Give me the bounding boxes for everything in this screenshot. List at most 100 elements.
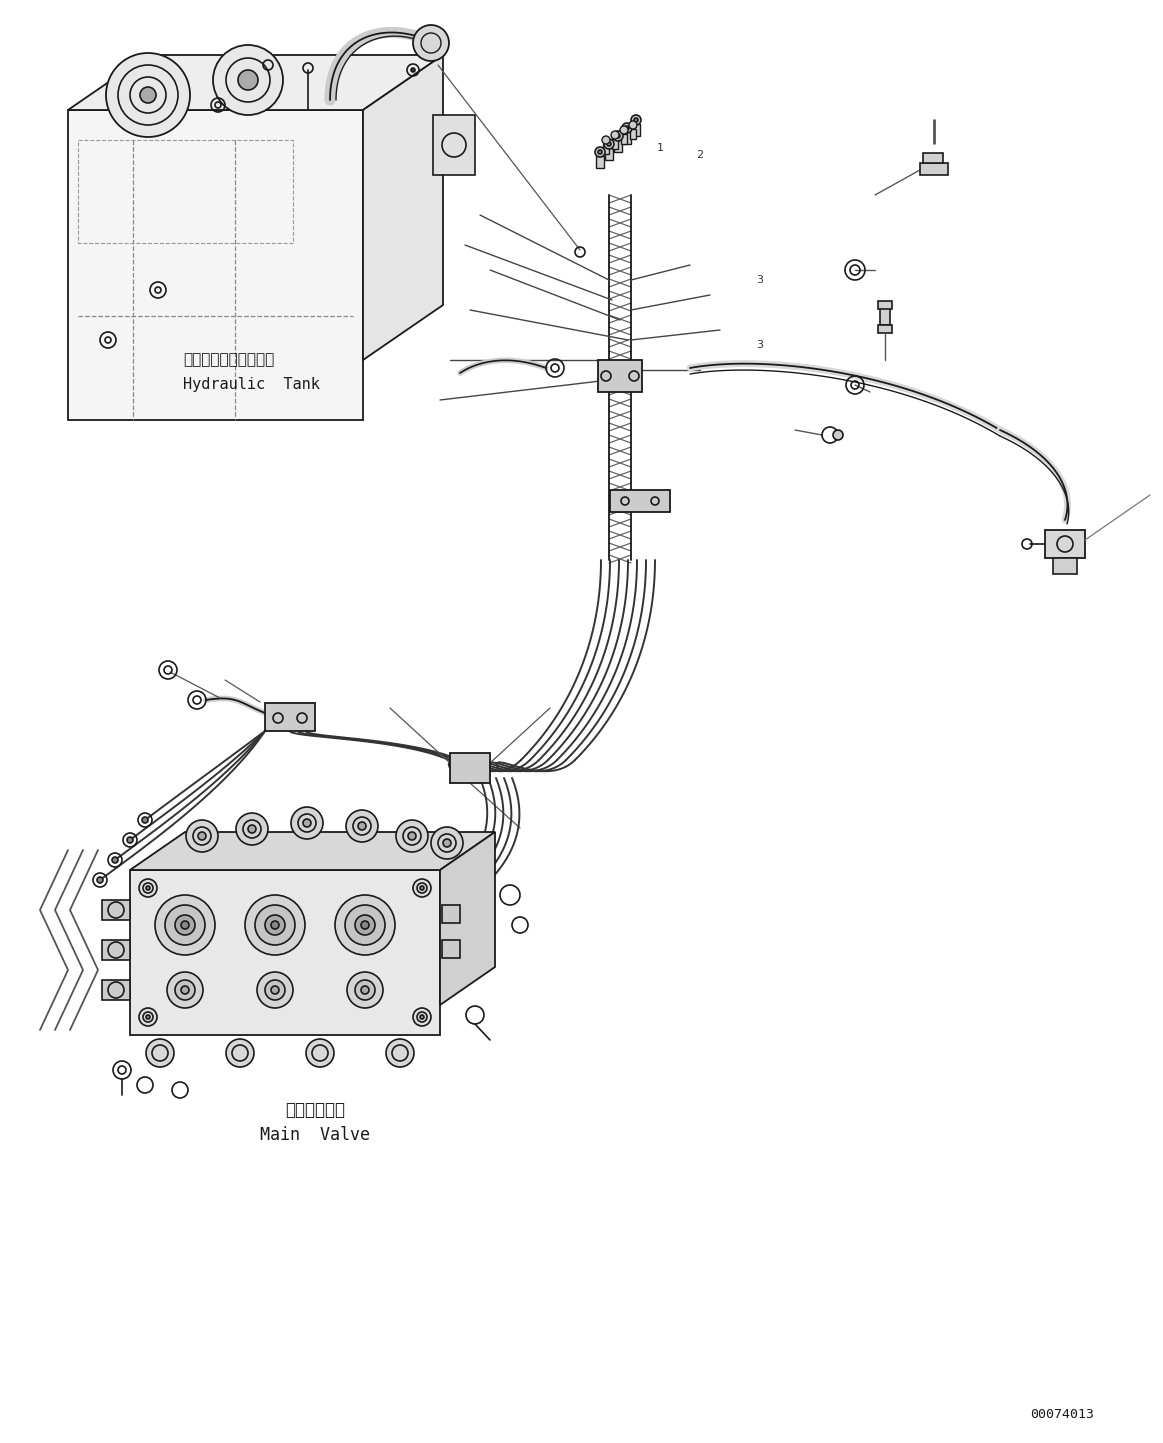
Text: 3: 3 <box>756 276 763 286</box>
Circle shape <box>271 921 279 929</box>
Text: メインバルブ: メインバルブ <box>285 1101 345 1118</box>
Bar <box>602 144 609 154</box>
Text: 1: 1 <box>656 143 664 153</box>
Circle shape <box>335 895 395 955</box>
Circle shape <box>604 139 614 149</box>
Circle shape <box>140 87 156 102</box>
Circle shape <box>248 825 256 833</box>
Bar <box>878 302 892 309</box>
Bar <box>1053 558 1077 574</box>
Bar <box>102 939 130 960</box>
Polygon shape <box>440 833 495 1004</box>
Bar <box>102 900 130 921</box>
Circle shape <box>174 915 195 935</box>
Circle shape <box>347 973 383 1009</box>
Circle shape <box>127 837 133 843</box>
Text: Main  Valve: Main Valve <box>261 1126 370 1144</box>
Circle shape <box>833 430 843 440</box>
Circle shape <box>255 905 295 945</box>
Circle shape <box>595 147 605 157</box>
Circle shape <box>186 820 217 851</box>
Circle shape <box>265 980 285 1000</box>
Circle shape <box>431 827 463 859</box>
Circle shape <box>165 905 205 945</box>
Circle shape <box>265 915 285 935</box>
Bar <box>605 149 613 160</box>
Circle shape <box>420 1014 424 1019</box>
Circle shape <box>622 123 632 133</box>
Polygon shape <box>363 55 443 359</box>
Circle shape <box>155 895 215 955</box>
Polygon shape <box>130 833 495 870</box>
Bar <box>878 325 892 333</box>
Text: 00074013: 00074013 <box>1030 1408 1094 1421</box>
Circle shape <box>386 1039 414 1066</box>
Circle shape <box>413 1009 431 1026</box>
Bar <box>442 939 461 958</box>
Circle shape <box>245 895 305 955</box>
Bar <box>450 753 490 784</box>
Bar <box>880 307 890 325</box>
Circle shape <box>620 126 628 134</box>
Bar <box>265 703 315 732</box>
Circle shape <box>213 45 283 115</box>
Circle shape <box>181 986 190 994</box>
Bar <box>611 491 670 512</box>
Circle shape <box>167 973 204 1009</box>
Bar <box>920 163 948 175</box>
Text: 3: 3 <box>616 505 623 515</box>
Circle shape <box>413 25 449 61</box>
Bar <box>78 140 293 242</box>
Bar <box>595 156 604 167</box>
Circle shape <box>395 820 428 851</box>
Bar <box>923 153 943 163</box>
Bar <box>623 131 632 144</box>
Bar <box>614 140 622 152</box>
Circle shape <box>616 134 620 139</box>
Circle shape <box>97 877 104 883</box>
Bar <box>433 115 475 175</box>
Bar <box>630 128 636 139</box>
Circle shape <box>355 980 374 1000</box>
Circle shape <box>613 131 623 141</box>
Circle shape <box>106 53 190 137</box>
Circle shape <box>306 1039 334 1066</box>
Text: Hydraulic  Tank: Hydraulic Tank <box>183 378 320 392</box>
Circle shape <box>611 131 619 139</box>
Circle shape <box>411 68 415 72</box>
Circle shape <box>347 810 378 843</box>
Circle shape <box>345 905 385 945</box>
Circle shape <box>625 126 629 130</box>
Text: 3: 3 <box>756 341 763 351</box>
Circle shape <box>238 71 258 89</box>
Circle shape <box>140 879 157 898</box>
Circle shape <box>629 121 637 128</box>
Circle shape <box>443 838 451 847</box>
Bar <box>612 139 618 149</box>
Circle shape <box>420 886 424 890</box>
Circle shape <box>236 812 267 846</box>
Circle shape <box>291 807 323 838</box>
Text: ハイドロリックタンク: ハイドロリックタンク <box>183 352 274 368</box>
Circle shape <box>632 115 641 126</box>
Polygon shape <box>67 110 363 420</box>
Circle shape <box>271 986 279 994</box>
Text: 2: 2 <box>697 150 704 160</box>
Circle shape <box>408 833 416 840</box>
Bar <box>1046 530 1085 558</box>
Circle shape <box>140 1009 157 1026</box>
Circle shape <box>147 1014 150 1019</box>
Circle shape <box>147 886 150 890</box>
Circle shape <box>147 1039 174 1066</box>
Polygon shape <box>67 55 443 110</box>
Circle shape <box>598 150 602 154</box>
Circle shape <box>413 879 431 898</box>
Circle shape <box>361 986 369 994</box>
Bar <box>621 134 627 144</box>
Circle shape <box>355 915 374 935</box>
Circle shape <box>174 980 195 1000</box>
Circle shape <box>198 833 206 840</box>
Circle shape <box>181 921 190 929</box>
Bar <box>102 980 130 1000</box>
Circle shape <box>602 136 611 144</box>
